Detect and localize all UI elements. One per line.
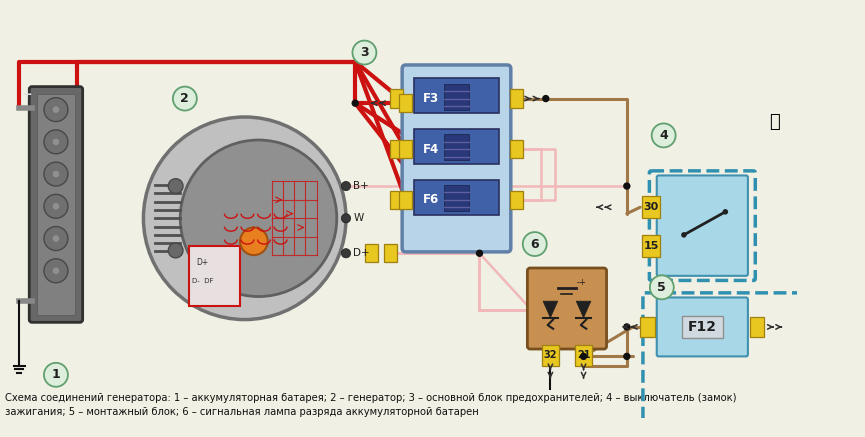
Circle shape [44,194,68,218]
Circle shape [44,363,68,387]
Bar [642,235,661,257]
Circle shape [623,182,631,190]
Text: Схема соединений генератора: 1 – аккумуляторная батарея; 2 – генератор; 3 – осно: Схема соединений генератора: 1 – аккумул… [5,393,737,417]
Circle shape [623,323,631,331]
Circle shape [342,249,350,258]
Text: +: + [22,88,33,101]
Circle shape [52,170,60,178]
Circle shape [522,232,547,256]
Text: 3: 3 [360,46,368,59]
Text: 30: 30 [644,202,659,212]
Text: 21: 21 [577,350,590,361]
Text: D-  DF: D- DF [191,278,213,284]
Circle shape [169,179,183,194]
Bar [400,94,413,112]
Circle shape [650,275,674,299]
Text: F4: F4 [423,143,439,156]
Circle shape [52,106,60,113]
Bar [36,94,75,315]
Bar [390,140,403,159]
Circle shape [52,267,60,274]
Bar [400,140,413,159]
FancyBboxPatch shape [657,176,748,276]
Text: 5: 5 [657,281,666,294]
Circle shape [476,250,484,257]
Bar [640,317,655,337]
FancyBboxPatch shape [657,298,748,357]
Circle shape [542,95,549,102]
Text: W: W [354,213,363,223]
Circle shape [342,214,350,223]
Bar [390,90,403,108]
Bar [682,316,722,338]
Text: 4: 4 [659,129,668,142]
Circle shape [352,41,376,65]
Circle shape [52,235,60,242]
Circle shape [580,353,587,360]
Circle shape [144,117,346,319]
Circle shape [651,123,676,147]
Bar [509,90,522,108]
Circle shape [52,138,60,146]
Bar [575,345,592,366]
Polygon shape [543,301,558,318]
Bar [365,244,378,263]
Text: 1: 1 [52,368,61,382]
Circle shape [44,226,68,250]
Circle shape [44,130,68,154]
Circle shape [44,162,68,186]
Circle shape [44,97,68,121]
Polygon shape [576,301,591,318]
Bar [414,180,499,215]
Circle shape [44,259,68,283]
Text: 32: 32 [543,350,557,361]
Bar [384,244,397,263]
Bar [509,140,522,159]
Text: F12: F12 [688,320,717,334]
Text: B+: B+ [354,181,369,191]
Bar [509,191,522,209]
Bar [189,246,240,306]
Circle shape [180,140,336,297]
Bar [414,129,499,164]
Circle shape [351,100,359,107]
FancyBboxPatch shape [402,65,511,252]
Bar [390,191,403,209]
Text: 15: 15 [644,241,659,251]
Text: -+: -+ [576,278,586,288]
Text: F6: F6 [423,193,439,206]
Bar [400,191,413,209]
Bar [444,135,470,160]
Circle shape [173,87,197,111]
Bar [414,78,499,113]
Text: 2: 2 [181,92,189,105]
Text: D+: D+ [354,248,370,258]
FancyBboxPatch shape [29,87,83,323]
Bar [444,185,470,211]
Text: F3: F3 [423,92,439,105]
Circle shape [240,228,268,255]
Circle shape [342,181,350,191]
Circle shape [722,209,728,215]
Bar [642,196,661,218]
FancyBboxPatch shape [528,268,606,349]
Bar [444,84,470,110]
Circle shape [681,232,687,238]
Bar [542,345,559,366]
Text: 6: 6 [530,238,539,250]
Circle shape [52,203,60,210]
Bar [750,317,765,337]
Text: 🔑: 🔑 [769,113,779,131]
Circle shape [169,243,183,258]
Text: D+: D+ [196,258,208,267]
Circle shape [623,353,631,360]
